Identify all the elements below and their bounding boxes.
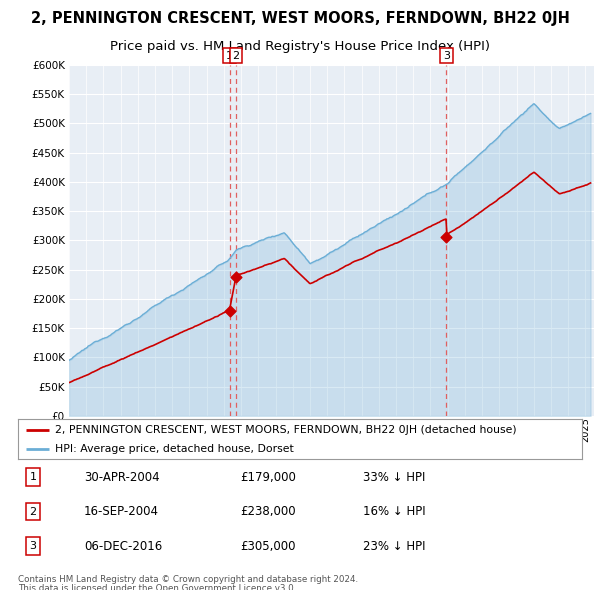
Text: £305,000: £305,000 — [240, 540, 296, 553]
Text: £238,000: £238,000 — [240, 505, 296, 518]
Text: 1: 1 — [29, 473, 37, 482]
Text: 33% ↓ HPI: 33% ↓ HPI — [363, 471, 425, 484]
Text: 16% ↓ HPI: 16% ↓ HPI — [363, 505, 425, 518]
Point — [225, 306, 235, 316]
Text: This data is licensed under the Open Government Licence v3.0.: This data is licensed under the Open Gov… — [18, 584, 296, 590]
Text: 3: 3 — [29, 542, 37, 551]
Text: 23% ↓ HPI: 23% ↓ HPI — [363, 540, 425, 553]
Text: 2: 2 — [29, 507, 37, 516]
Text: 3: 3 — [443, 51, 450, 61]
Text: 06-DEC-2016: 06-DEC-2016 — [84, 540, 162, 553]
Text: 30-APR-2004: 30-APR-2004 — [84, 471, 160, 484]
Text: 2: 2 — [233, 51, 240, 61]
Text: 2, PENNINGTON CRESCENT, WEST MOORS, FERNDOWN, BH22 0JH: 2, PENNINGTON CRESCENT, WEST MOORS, FERN… — [31, 11, 569, 26]
Text: 16-SEP-2004: 16-SEP-2004 — [84, 505, 159, 518]
Text: £179,000: £179,000 — [240, 471, 296, 484]
Text: 2, PENNINGTON CRESCENT, WEST MOORS, FERNDOWN, BH22 0JH (detached house): 2, PENNINGTON CRESCENT, WEST MOORS, FERN… — [55, 425, 516, 435]
Text: 1: 1 — [226, 51, 233, 61]
Point — [442, 233, 451, 242]
Point — [232, 272, 241, 281]
Text: HPI: Average price, detached house, Dorset: HPI: Average price, detached house, Dors… — [55, 444, 293, 454]
Text: Contains HM Land Registry data © Crown copyright and database right 2024.: Contains HM Land Registry data © Crown c… — [18, 575, 358, 584]
Text: Price paid vs. HM Land Registry's House Price Index (HPI): Price paid vs. HM Land Registry's House … — [110, 40, 490, 53]
